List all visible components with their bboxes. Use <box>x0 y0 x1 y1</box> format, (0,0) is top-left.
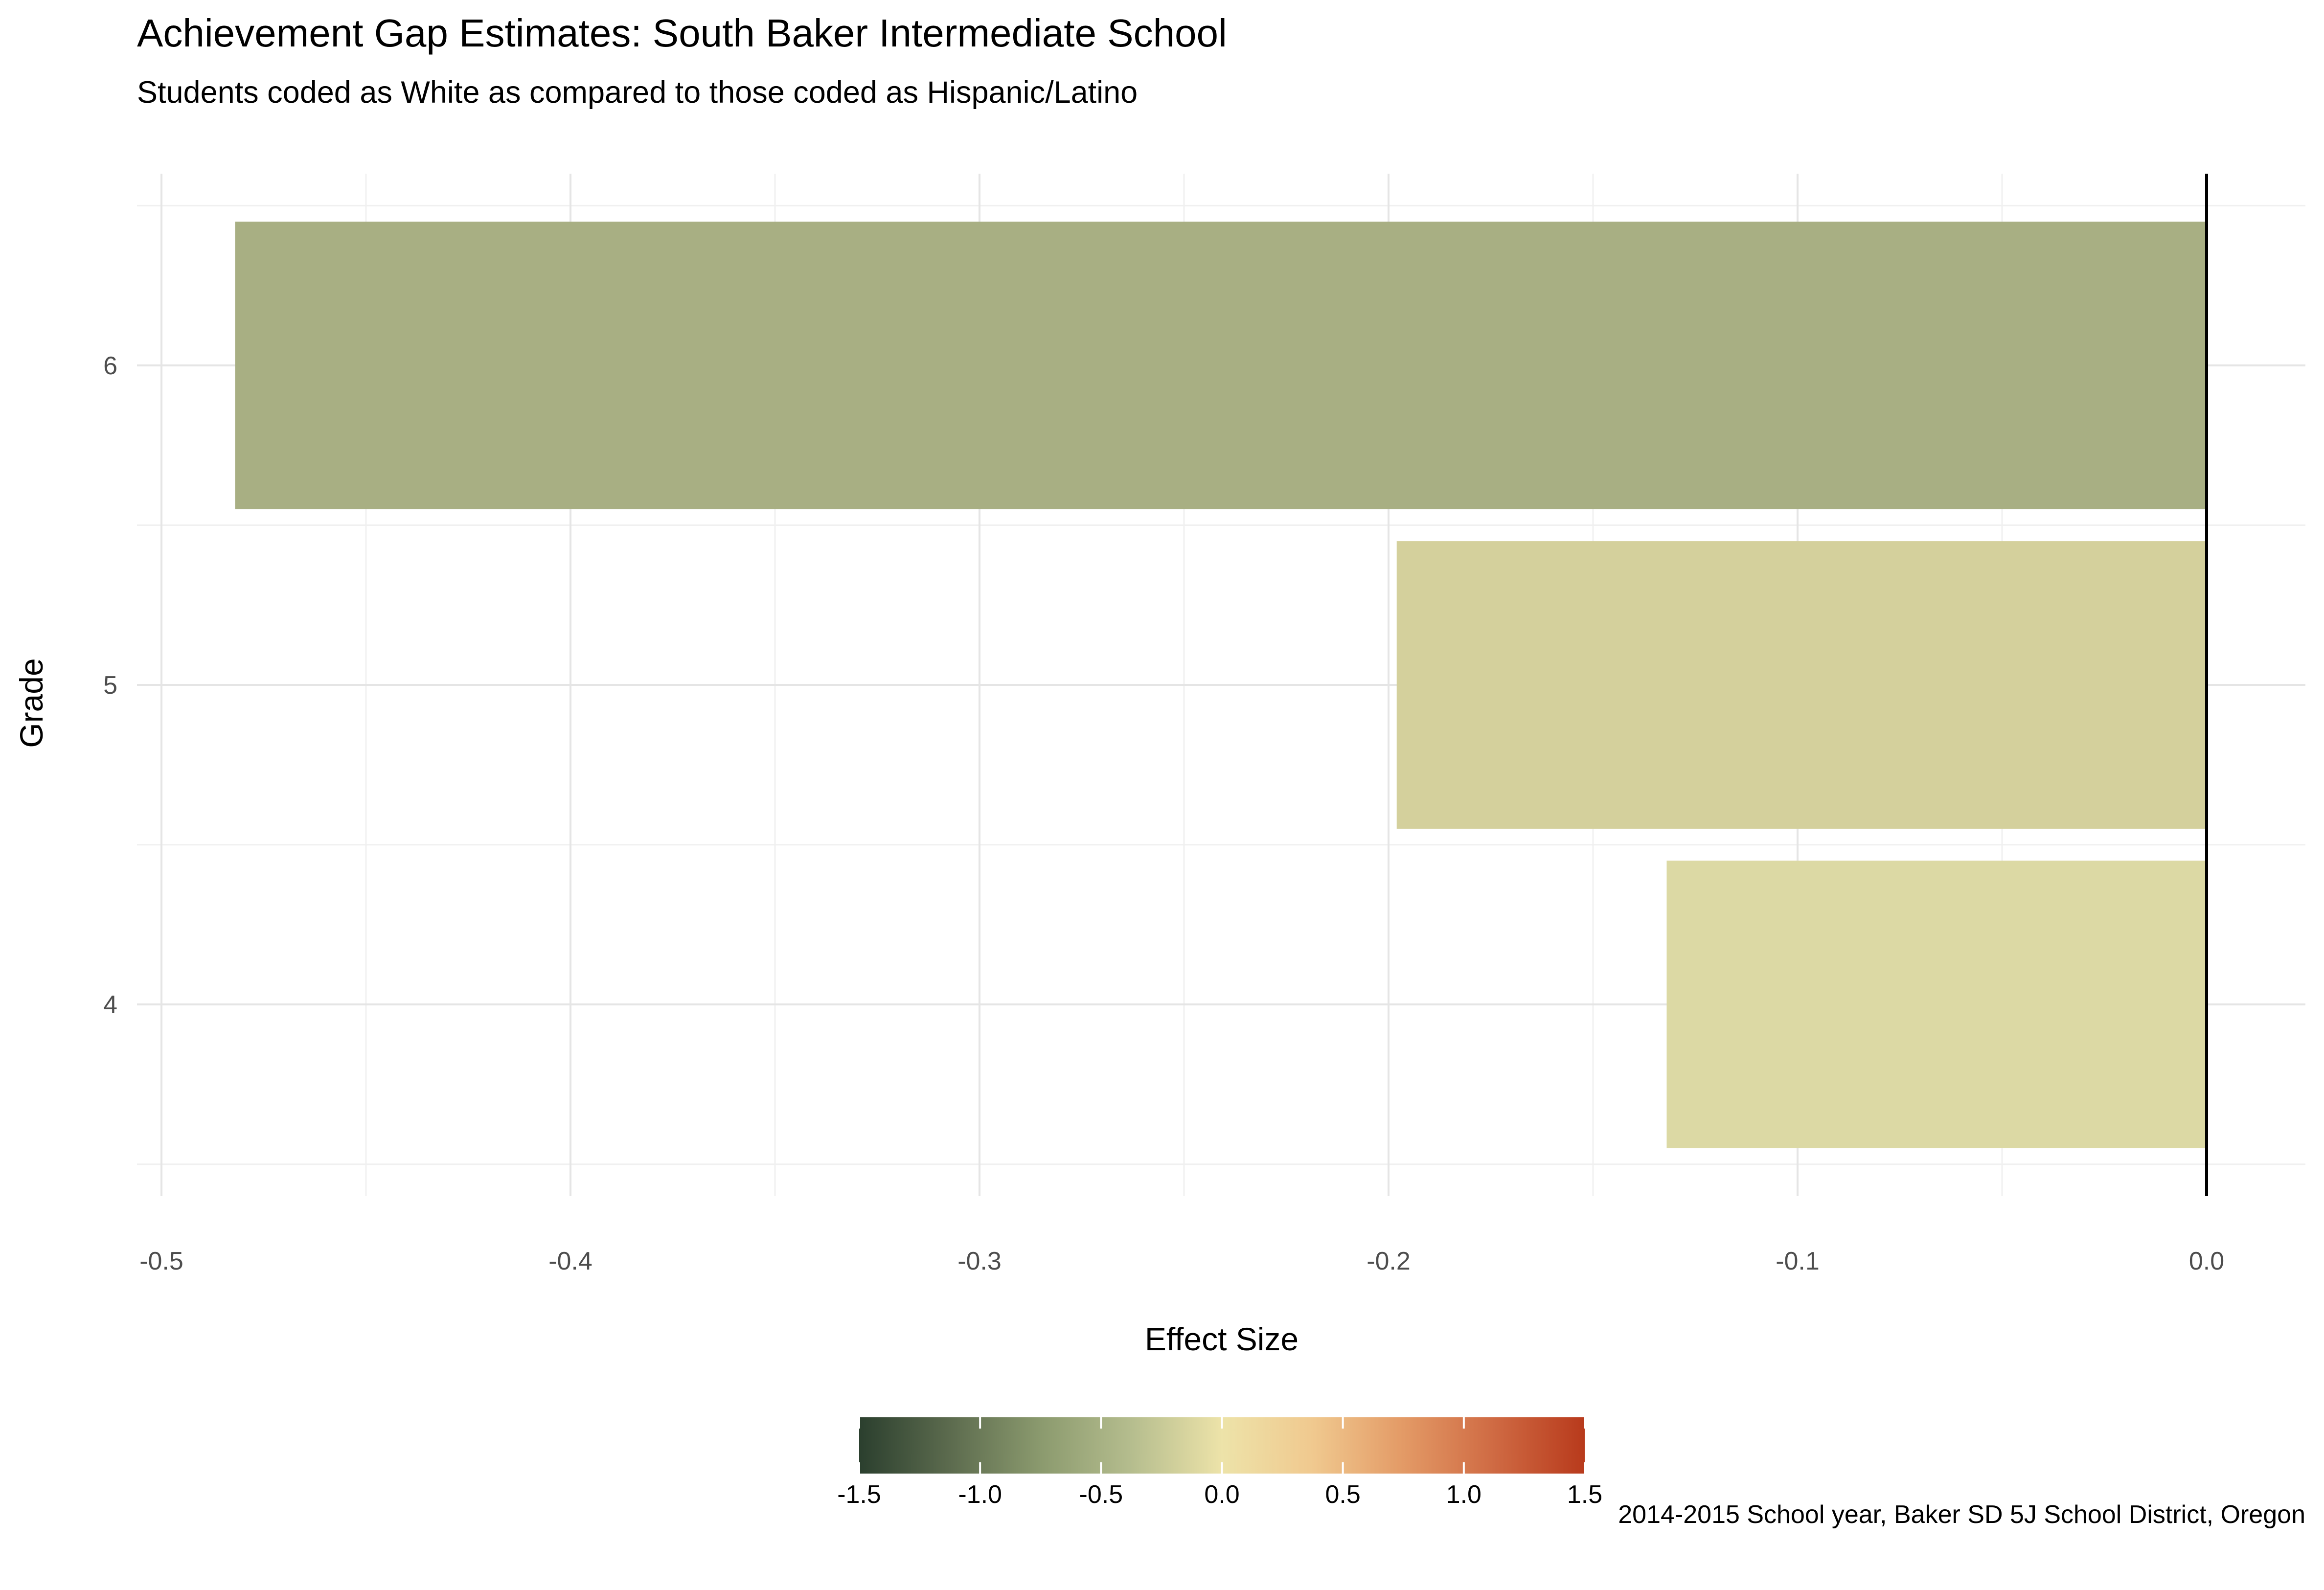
x-tick-label: -0.2 <box>1367 1247 1411 1275</box>
y-tick-label: 5 <box>103 671 117 700</box>
legend-tick-label: 1.0 <box>1446 1480 1481 1509</box>
x-tick-label: -0.4 <box>548 1247 592 1275</box>
x-axis-ticks: -0.5 -0.4 -0.3 -0.2 -0.1 0.0 <box>139 1247 2224 1275</box>
y-tick-label: 4 <box>103 991 117 1019</box>
legend-tick-label: 0.5 <box>1325 1480 1361 1509</box>
y-tick-label: 6 <box>103 352 117 380</box>
bar-grade-4 <box>1666 861 2207 1149</box>
legend-tick-label: -0.5 <box>1079 1480 1123 1509</box>
x-tick-label: 0.0 <box>2189 1247 2224 1275</box>
chart-subtitle: Students coded as White as compared to t… <box>137 75 1138 110</box>
x-tick-label: -0.5 <box>139 1247 183 1275</box>
x-tick-label: -0.3 <box>957 1247 1002 1275</box>
x-tick-label: -0.1 <box>1776 1247 1820 1275</box>
x-axis-title: Effect Size <box>1145 1321 1299 1357</box>
legend-tick-label: 0.0 <box>1204 1480 1239 1509</box>
y-axis-ticks: 4 5 6 <box>103 352 117 1019</box>
legend-tick-label: 1.5 <box>1567 1480 1602 1509</box>
legend-tick-label: -1.0 <box>958 1480 1002 1509</box>
chart-title: Achievement Gap Estimates: South Baker I… <box>137 11 1227 55</box>
y-axis-title: Grade <box>13 658 49 748</box>
color-legend: -1.5 -1.0 -0.5 0.0 0.5 1.0 1.5 <box>837 1417 1602 1509</box>
chart-caption: 2014-2015 School year, Baker SD 5J Schoo… <box>1618 1500 2305 1529</box>
legend-tick-label: -1.5 <box>837 1480 881 1509</box>
bar-grade-5 <box>1396 541 2207 829</box>
bar-grade-6 <box>235 221 2207 509</box>
bars <box>235 221 2207 1149</box>
